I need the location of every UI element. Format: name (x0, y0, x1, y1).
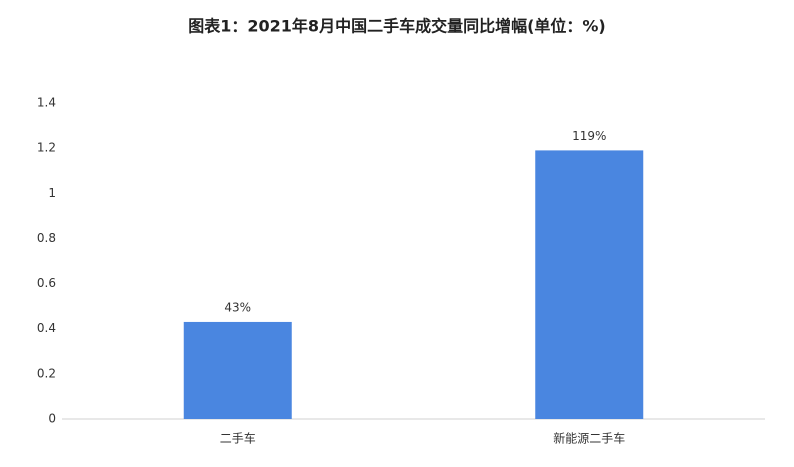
y-tick-label: 1.2 (37, 141, 56, 155)
x-tick-label: 二手车 (220, 431, 256, 446)
y-tick-label: 1 (48, 186, 56, 200)
y-tick-label: 0.6 (37, 276, 56, 290)
chart-title: 图表1：2021年8月中国二手车成交量同比增幅(单位：%) (188, 17, 605, 36)
bar (183, 321, 292, 419)
y-tick-label: 0.8 (37, 231, 56, 245)
y-tick-label: 0.4 (37, 321, 56, 335)
data-label: 119% (572, 129, 606, 143)
y-tick-label: 1.4 (37, 96, 56, 110)
bar (535, 150, 644, 419)
x-tick-label: 新能源二手车 (553, 431, 625, 446)
data-label: 43% (224, 300, 251, 314)
y-tick-label: 0.2 (37, 366, 56, 380)
y-tick-label: 0 (48, 412, 56, 426)
